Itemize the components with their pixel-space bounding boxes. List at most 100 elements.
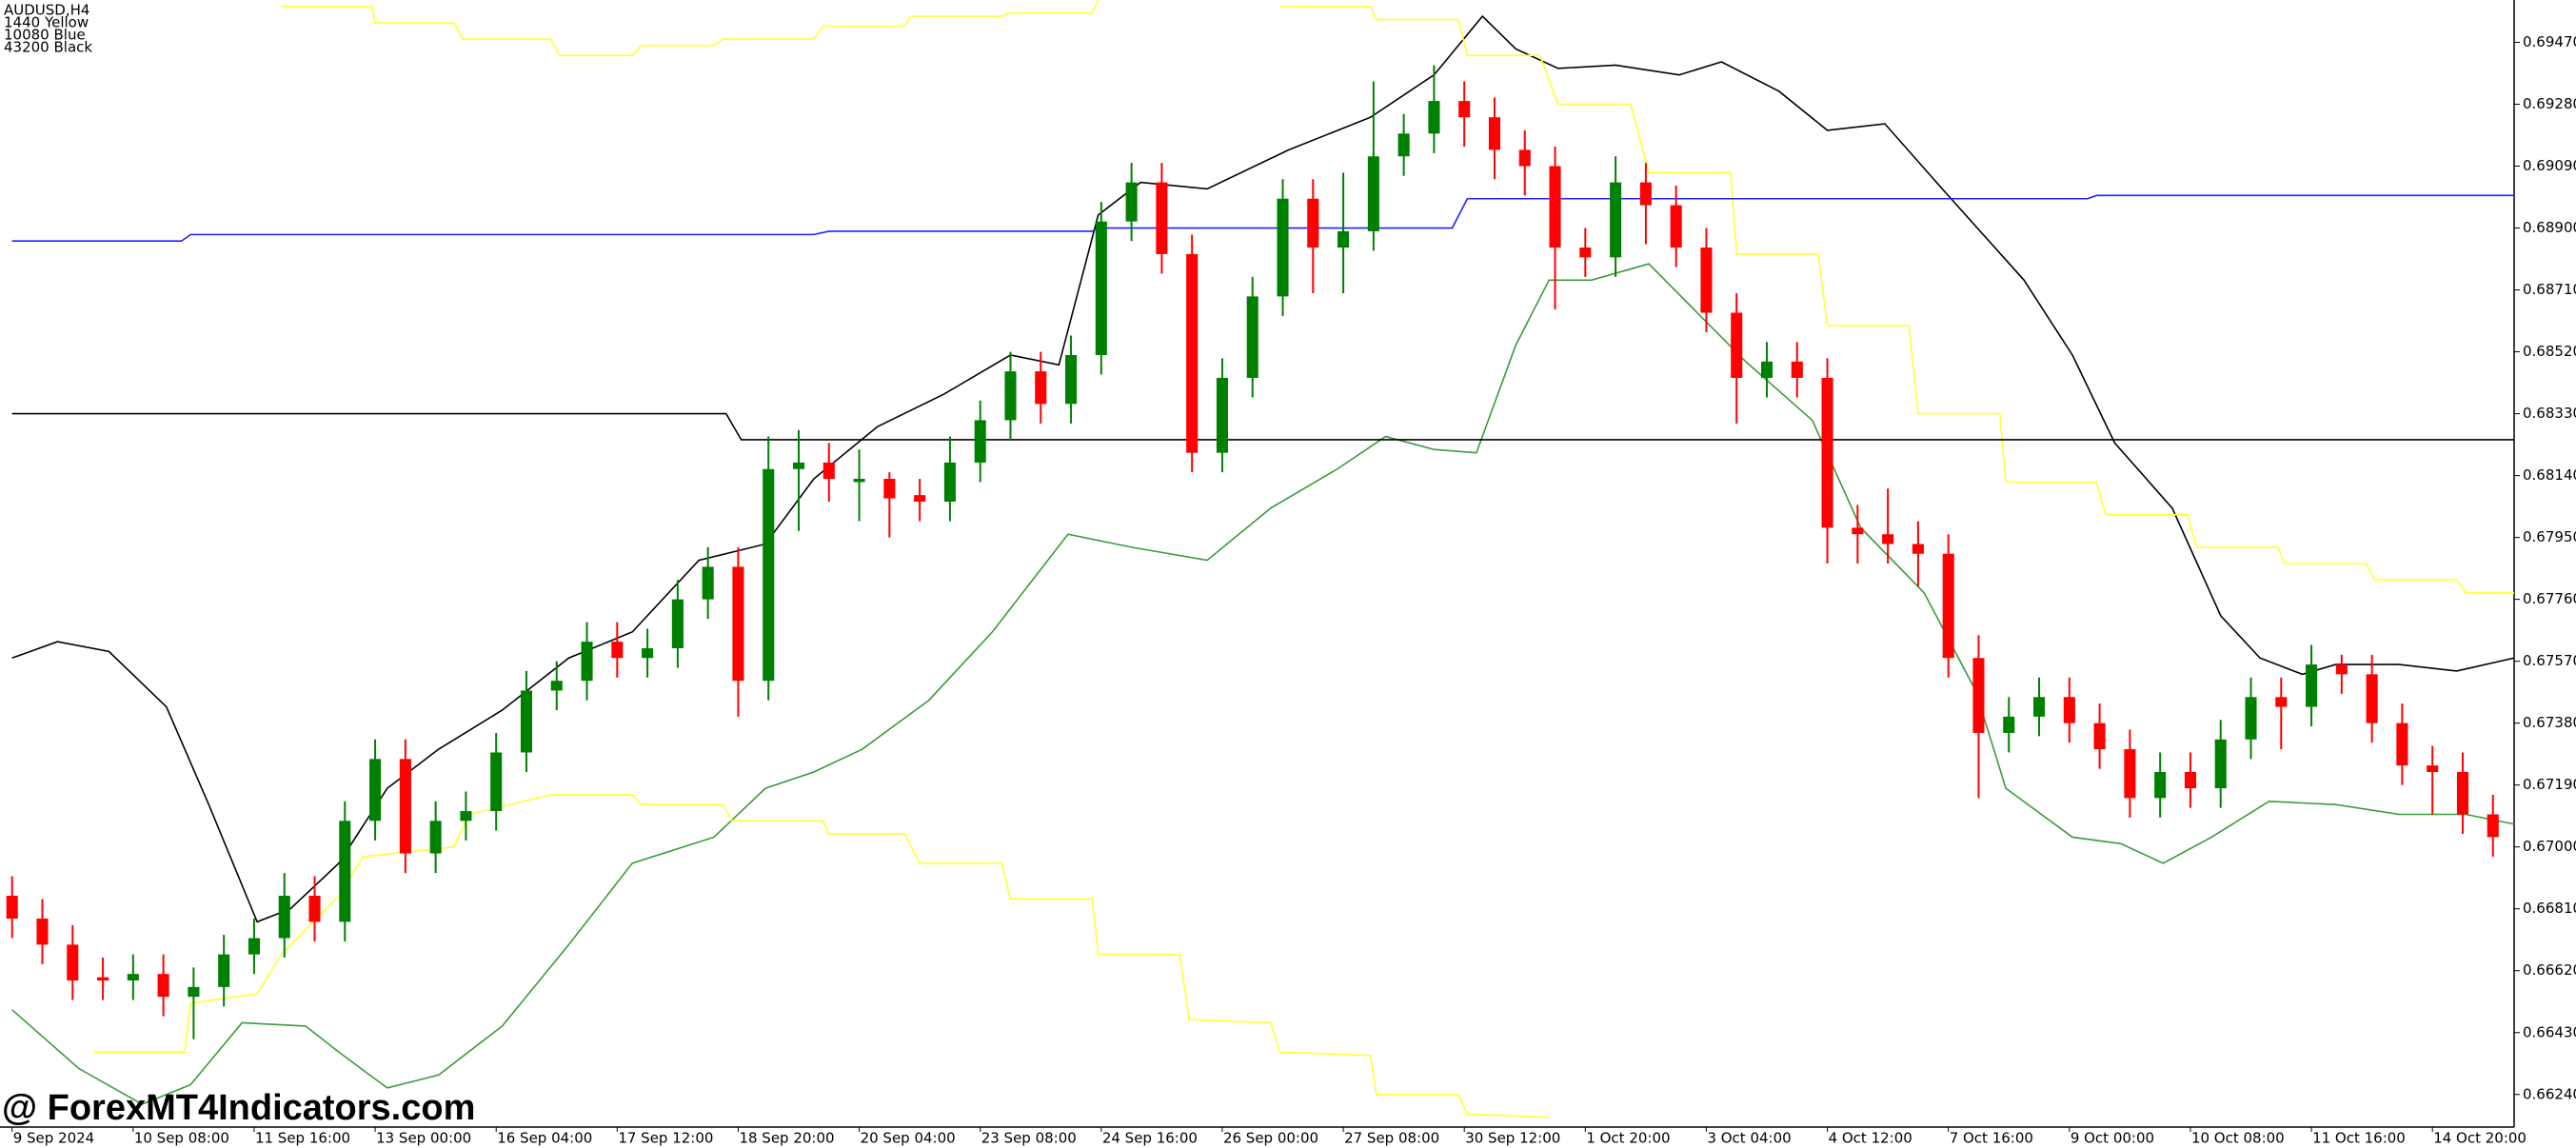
candle-body — [1458, 101, 1471, 118]
symbol-label: AUDUSD,H4 — [4, 2, 89, 19]
x-tick-label: 3 Oct 04:00 — [1707, 1130, 1791, 1147]
x-tick-label: 11 Oct 16:00 — [2312, 1130, 2406, 1147]
indicator-line — [11, 412, 2514, 441]
y-tick-label: 0.67380 — [2523, 714, 2576, 731]
indicator-line — [11, 194, 2514, 243]
candle-body — [1338, 230, 1350, 248]
candle-body — [2184, 772, 2196, 789]
x-tick-label: 4 Oct 12:00 — [1829, 1130, 1912, 1147]
candle-body — [1639, 182, 1652, 206]
candle-body — [308, 896, 321, 922]
candle-body — [2366, 674, 2378, 723]
candle-body — [763, 468, 775, 682]
candle-body — [2306, 664, 2318, 707]
candle-body — [1610, 182, 1622, 258]
candle-body — [1307, 198, 1319, 248]
x-tick-label: 9 Sep 2024 — [13, 1130, 95, 1147]
candle-body — [278, 896, 290, 939]
candle-body — [97, 977, 109, 981]
candle-body — [369, 759, 382, 821]
y-tick-label: 0.66430 — [2523, 1023, 2576, 1040]
x-tick-label: 9 Oct 00:00 — [2071, 1130, 2154, 1147]
candle-body — [1760, 361, 1773, 378]
x-tick-label: 18 Sep 20:00 — [739, 1130, 834, 1147]
y-tick-label: 0.68330 — [2523, 405, 2576, 422]
y-tick-label: 0.68710 — [2523, 281, 2576, 298]
candle-body — [914, 495, 926, 502]
candle-body — [67, 944, 79, 981]
candle-body — [943, 462, 956, 502]
candle-body — [36, 918, 49, 945]
candle-body — [2335, 664, 2348, 675]
candle-body — [1942, 553, 1954, 659]
candle-body — [218, 954, 230, 987]
x-tick-label: 11 Sep 16:00 — [255, 1130, 350, 1147]
candle-body — [1277, 198, 1289, 297]
candle-body — [702, 566, 714, 600]
candle-body — [2487, 814, 2499, 838]
candle-body — [1670, 205, 1682, 248]
candle-body — [1882, 534, 1894, 544]
candle-body — [732, 566, 744, 682]
candle-body — [248, 938, 260, 955]
candle-body — [1246, 296, 1258, 378]
candle-body — [2063, 697, 2075, 723]
candle-body — [1035, 371, 1047, 405]
y-tick-label: 0.69280 — [2523, 95, 2576, 112]
indicator-label: 1440 Yellow — [4, 14, 89, 31]
candle-body — [520, 690, 533, 753]
candle-body — [429, 821, 442, 854]
candle-body — [2245, 697, 2257, 740]
candle-body — [671, 599, 684, 648]
y-tick-label: 0.67760 — [2523, 590, 2576, 607]
candle-body — [1700, 247, 1713, 313]
y-tick-label: 0.68140 — [2523, 466, 2576, 484]
candle-body — [1004, 371, 1017, 421]
y-tick-label: 0.66240 — [2523, 1085, 2576, 1102]
candle-body — [1579, 247, 1592, 258]
candle-body — [1156, 182, 1168, 254]
candle-body — [2275, 697, 2288, 707]
candle-body — [2214, 739, 2227, 789]
x-tick-label: 26 Sep 00:00 — [1223, 1130, 1318, 1147]
candle-body — [339, 821, 351, 922]
indicator-label: 43200 Black — [4, 39, 92, 56]
candle-body — [642, 647, 654, 659]
candle-body — [2154, 772, 2167, 799]
candle-body — [1428, 101, 1440, 134]
candle-body — [1518, 149, 1531, 167]
x-tick-label: 10 Oct 08:00 — [2191, 1130, 2285, 1147]
candle-body — [581, 642, 593, 682]
x-tick-label: 30 Sep 12:00 — [1465, 1130, 1560, 1147]
x-tick-label: 13 Sep 00:00 — [376, 1130, 471, 1147]
x-tick-label: 17 Sep 12:00 — [618, 1130, 713, 1147]
candle-body — [974, 420, 986, 463]
candle-body — [1731, 312, 1743, 378]
candle-body — [1549, 166, 1561, 248]
candle-body — [1186, 253, 1199, 453]
x-tick-label: 14 Oct 20:00 — [2433, 1130, 2526, 1147]
x-tick-label: 20 Sep 04:00 — [861, 1130, 956, 1147]
y-tick-label: 0.66620 — [2523, 961, 2576, 979]
candle-body — [2003, 716, 2015, 733]
y-tick-label: 0.67000 — [2523, 838, 2576, 855]
candle-body — [490, 752, 503, 812]
candle-body — [2033, 697, 2046, 717]
y-tick-label: 0.67190 — [2523, 776, 2576, 793]
candle-body — [2093, 722, 2106, 750]
y-tick-label: 0.68520 — [2523, 343, 2576, 360]
candle-body — [399, 759, 411, 854]
indicator-label: 10080 Blue — [4, 27, 86, 44]
candle-body — [1912, 544, 1924, 554]
y-tick-label: 0.69470 — [2523, 33, 2576, 50]
candle-body — [6, 896, 18, 919]
candle-body — [188, 986, 200, 998]
candle-body — [883, 479, 896, 499]
indicator-line — [11, 263, 2515, 1105]
candle-body — [2124, 749, 2136, 799]
x-tick-label: 24 Sep 16:00 — [1102, 1130, 1198, 1147]
